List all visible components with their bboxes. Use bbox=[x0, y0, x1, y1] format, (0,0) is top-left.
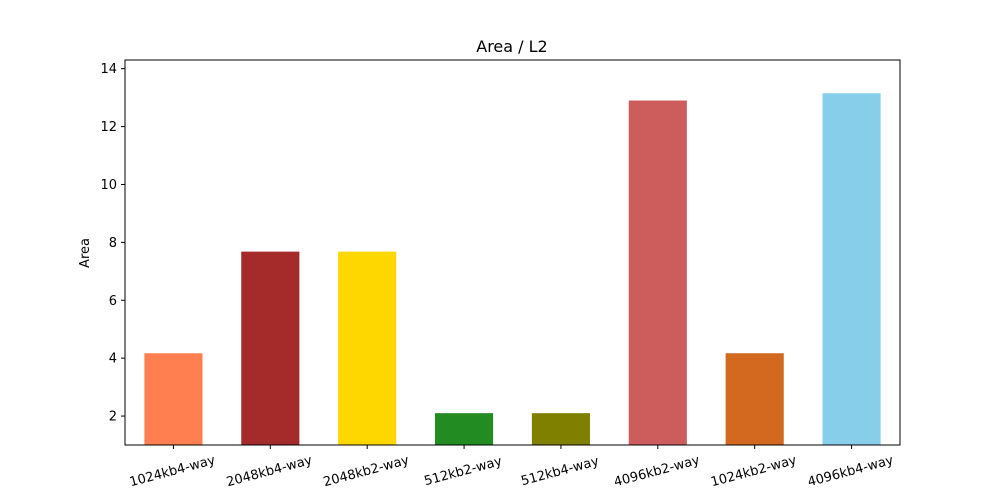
x-tick-label: 1024kb2-way bbox=[709, 453, 798, 490]
bar-2048kb2-way bbox=[338, 251, 397, 445]
plot-frame bbox=[124, 59, 901, 446]
y-tick-label: 14 bbox=[100, 62, 117, 77]
y-tick-label: 4 bbox=[109, 352, 117, 367]
bar-4096kb2-way bbox=[628, 100, 687, 446]
x-tick-label: 4096kb4-way bbox=[806, 453, 895, 490]
y-tick-label: 8 bbox=[109, 236, 117, 251]
bar-1024kb2-way bbox=[725, 353, 784, 445]
bar-2048kb4-way bbox=[241, 251, 300, 445]
y-tick-label: 10 bbox=[100, 178, 117, 193]
y-tick-label: 2 bbox=[109, 410, 117, 425]
x-tick-label: 1024kb4-way bbox=[128, 453, 217, 490]
x-tick-label: 512kb2-way bbox=[423, 454, 504, 489]
bar-4096kb4-way bbox=[822, 93, 881, 445]
bar-512kb4-way bbox=[531, 413, 590, 445]
chart-title: Area / L2 bbox=[476, 37, 547, 56]
x-tick-label: 2048kb2-way bbox=[322, 453, 411, 490]
x-axis: 1024kb4-way 2048kb4-way 2048kb2-way 512kb2-… bbox=[128, 445, 895, 490]
bar-1024kb4-way bbox=[144, 353, 203, 445]
y-tick-label: 6 bbox=[109, 294, 117, 309]
y-axis: 2 4 6 8 10 12 14 bbox=[100, 62, 125, 425]
bar-512kb2-way bbox=[435, 413, 494, 445]
x-tick-label: 2048kb4-way bbox=[225, 453, 314, 490]
y-tick-label: 12 bbox=[100, 120, 117, 135]
y-axis-title: Area bbox=[78, 238, 93, 268]
bars-layer bbox=[144, 93, 881, 446]
x-tick-label: 512kb4-way bbox=[520, 454, 601, 489]
x-tick-label: 4096kb2-way bbox=[612, 453, 701, 490]
